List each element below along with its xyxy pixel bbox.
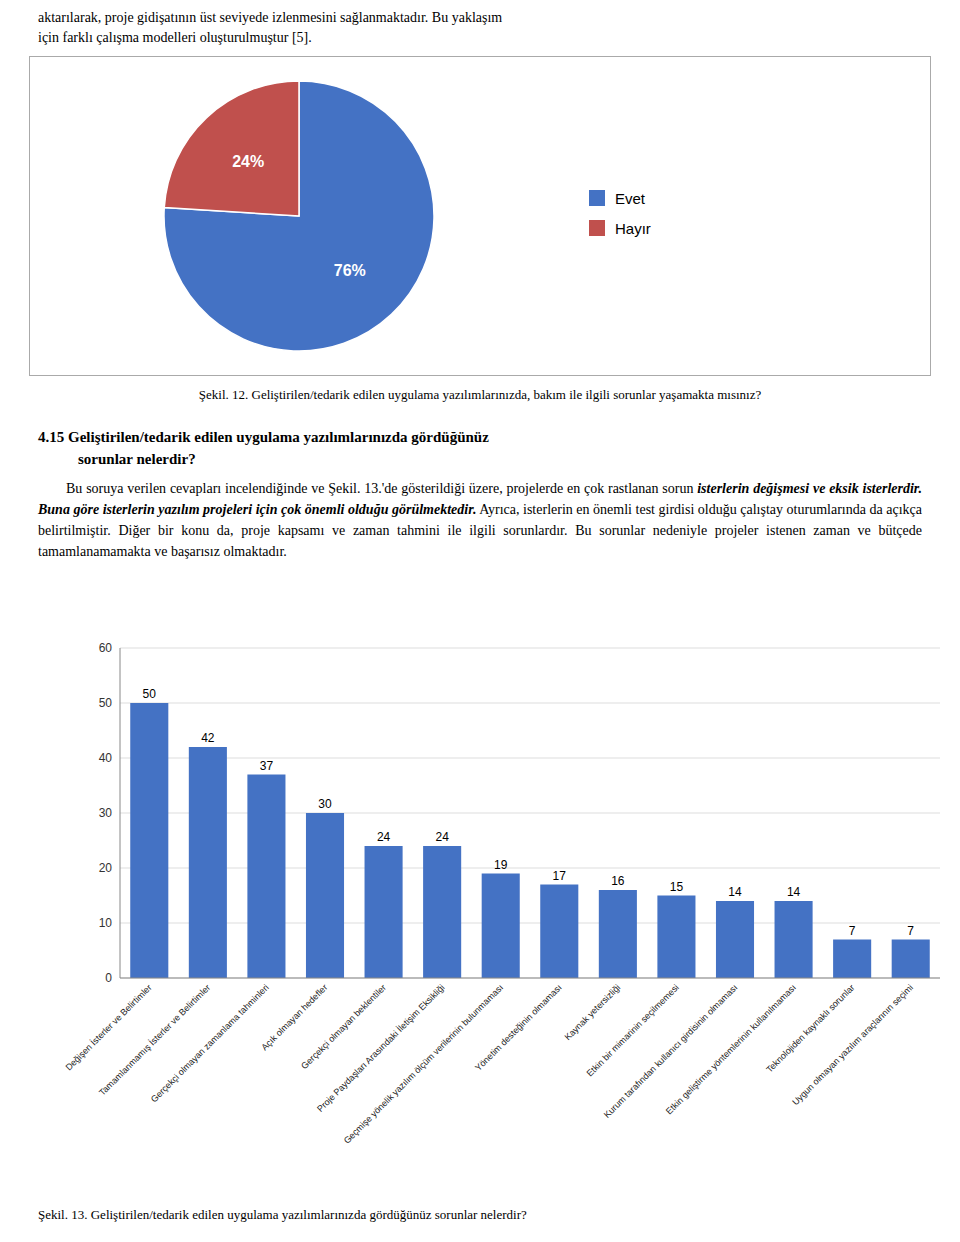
pie-chart: 76% 24% Evet Hayır bbox=[29, 56, 931, 376]
bar-data-label: 14 bbox=[728, 885, 742, 899]
grid-line bbox=[120, 813, 940, 814]
bar-data-label: 16 bbox=[611, 874, 625, 888]
grid-line bbox=[120, 868, 940, 869]
grid-line bbox=[120, 923, 940, 924]
header-text-line: aktarılarak, proje gidişatının üst seviy… bbox=[38, 10, 502, 25]
bar bbox=[540, 885, 578, 979]
pie-legend: Evet Hayır bbox=[589, 190, 651, 237]
figure-caption: Şekil. 12. Geliştirilen/tedarik edilen u… bbox=[38, 386, 922, 404]
bar bbox=[130, 703, 168, 978]
y-axis-line bbox=[120, 648, 121, 978]
section-heading-text: 4.15 Geliştirilen/tedarik edilen uygulam… bbox=[38, 429, 489, 445]
bar-data-label: 37 bbox=[260, 759, 274, 773]
bar-data-label: 24 bbox=[377, 830, 391, 844]
grid-line bbox=[120, 648, 940, 649]
x-axis: Değişen İsterler ve BelirtimlerTamamlanm… bbox=[64, 982, 916, 1145]
x-tick-label: Etkin geliştirme yöntemlerinin kullanılm… bbox=[664, 982, 798, 1116]
bar bbox=[657, 896, 695, 979]
pie-slice bbox=[164, 81, 434, 351]
grid-line bbox=[120, 703, 940, 704]
header-line: için farklı çalışma modelleri oluşturulm… bbox=[38, 28, 922, 48]
grid-line bbox=[120, 758, 940, 759]
x-tick-label: Kaynak yetersizliği bbox=[562, 982, 622, 1042]
x-tick-label: Kurum tarafından kullanıcı girdisinin ol… bbox=[602, 982, 740, 1120]
section-heading-line: sorunlar nelerdir? bbox=[38, 448, 922, 470]
pie-data-label: 24% bbox=[232, 153, 264, 170]
figure-caption: Şekil. 13. Geliştirilen/tedarik edilen u… bbox=[38, 1206, 922, 1224]
bar bbox=[482, 874, 520, 979]
bar-data-label: 15 bbox=[670, 880, 684, 894]
bar-data-label: 50 bbox=[143, 687, 157, 701]
bar bbox=[365, 846, 403, 978]
bar-data-label: 7 bbox=[849, 924, 856, 938]
bar bbox=[306, 813, 344, 978]
body-text: Bu soruya verilen cevapları incelendiğin… bbox=[66, 481, 693, 496]
bar bbox=[775, 901, 813, 978]
bar bbox=[247, 775, 285, 979]
bar-data-label: 14 bbox=[787, 885, 801, 899]
pie-box bbox=[30, 57, 931, 376]
section-heading-text: sorunlar nelerdir? bbox=[78, 451, 196, 467]
x-tick-label: Yönetim desteğinin olmaması bbox=[473, 982, 564, 1073]
header-line: aktarılarak, proje gidişatının üst seviy… bbox=[38, 8, 922, 28]
y-axis: 0 10 20 30 40 50 60 bbox=[99, 641, 940, 985]
x-tick-label: Uygun olmayan yazılım araçlarının seçimi bbox=[790, 982, 915, 1107]
y-tick-label: 20 bbox=[99, 861, 113, 875]
y-tick-label: 50 bbox=[99, 696, 113, 710]
bar-data-label: 17 bbox=[553, 869, 567, 883]
x-tick-label: Tamamlanmamış İsterler ve Belirtimler bbox=[97, 982, 212, 1097]
pie-data-label: 76% bbox=[334, 262, 366, 279]
bar-title: Şekil. 13. Geliştirilen/tedarik edilen u… bbox=[38, 1207, 527, 1222]
x-tick-label: Proje Paydaşları Arasındaki İletişim Eks… bbox=[315, 982, 447, 1114]
bar bbox=[833, 940, 871, 979]
bar-data-label: 30 bbox=[318, 797, 332, 811]
bar-data-label: 7 bbox=[907, 924, 914, 938]
bar bbox=[423, 846, 461, 978]
pie-slices bbox=[164, 81, 434, 351]
bar bbox=[599, 890, 637, 978]
bar-data-label: 19 bbox=[494, 858, 508, 872]
legend-swatch bbox=[589, 190, 605, 206]
legend-label: Evet bbox=[615, 190, 646, 207]
x-tick-label: Açık olmayan hedefler bbox=[259, 982, 329, 1052]
body-paragraph: Bu soruya verilen cevapları incelendiğin… bbox=[38, 478, 922, 562]
section-heading-line: 4.15 Geliştirilen/tedarik edilen uygulam… bbox=[38, 426, 922, 448]
pie-labels: 76% 24% bbox=[232, 153, 366, 278]
y-tick-label: 40 bbox=[99, 751, 113, 765]
header-text: aktarılarak, proje gidişatının üst seviy… bbox=[38, 8, 922, 48]
page: {"chart_data": [ {"type": "pie", "title"… bbox=[0, 0, 960, 1242]
bar-data-labels: 50 42 37 30 24 24 19 17 16 15 14 14 7 7 bbox=[143, 687, 915, 938]
header-text-line: için farklı çalışma modelleri oluşturulm… bbox=[38, 30, 312, 45]
y-tick-label: 10 bbox=[99, 916, 113, 930]
bar bbox=[716, 901, 754, 978]
bar bbox=[892, 940, 930, 979]
legend-label: Hayır bbox=[615, 220, 651, 237]
y-tick-label: 30 bbox=[99, 806, 113, 820]
bar-chart: 0 10 20 30 40 50 60 50 42 37 30 24 24 19 17 16 15 14 14 7 7 D… bbox=[0, 622, 960, 1192]
x-tick-label: Etkin bir mimarinin seçilmemesi bbox=[585, 982, 681, 1078]
bar-data-label: 42 bbox=[201, 731, 215, 745]
bars bbox=[130, 703, 930, 978]
bar bbox=[189, 747, 227, 978]
section-heading: 4.15 Geliştirilen/tedarik edilen uygulam… bbox=[38, 426, 922, 470]
x-axis-line bbox=[120, 978, 940, 979]
pie-title: Şekil. 12. Geliştirilen/tedarik edilen u… bbox=[199, 387, 761, 402]
y-tick-label: 60 bbox=[99, 641, 113, 655]
legend-swatch bbox=[589, 220, 605, 236]
y-tick-label: 0 bbox=[105, 971, 112, 985]
x-tick-label: Gerçekçi olmayan zamanlama tahminleri bbox=[149, 982, 271, 1104]
pie-slice bbox=[164, 81, 299, 216]
grid-line bbox=[120, 978, 940, 979]
bar-data-label: 24 bbox=[435, 830, 449, 844]
